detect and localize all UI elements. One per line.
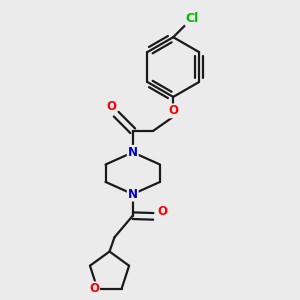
Text: O: O xyxy=(158,205,168,218)
Text: O: O xyxy=(106,100,116,113)
Text: Cl: Cl xyxy=(185,12,199,25)
Text: N: N xyxy=(128,188,138,201)
Text: O: O xyxy=(89,282,99,295)
Text: O: O xyxy=(168,104,178,117)
Text: N: N xyxy=(128,146,138,159)
